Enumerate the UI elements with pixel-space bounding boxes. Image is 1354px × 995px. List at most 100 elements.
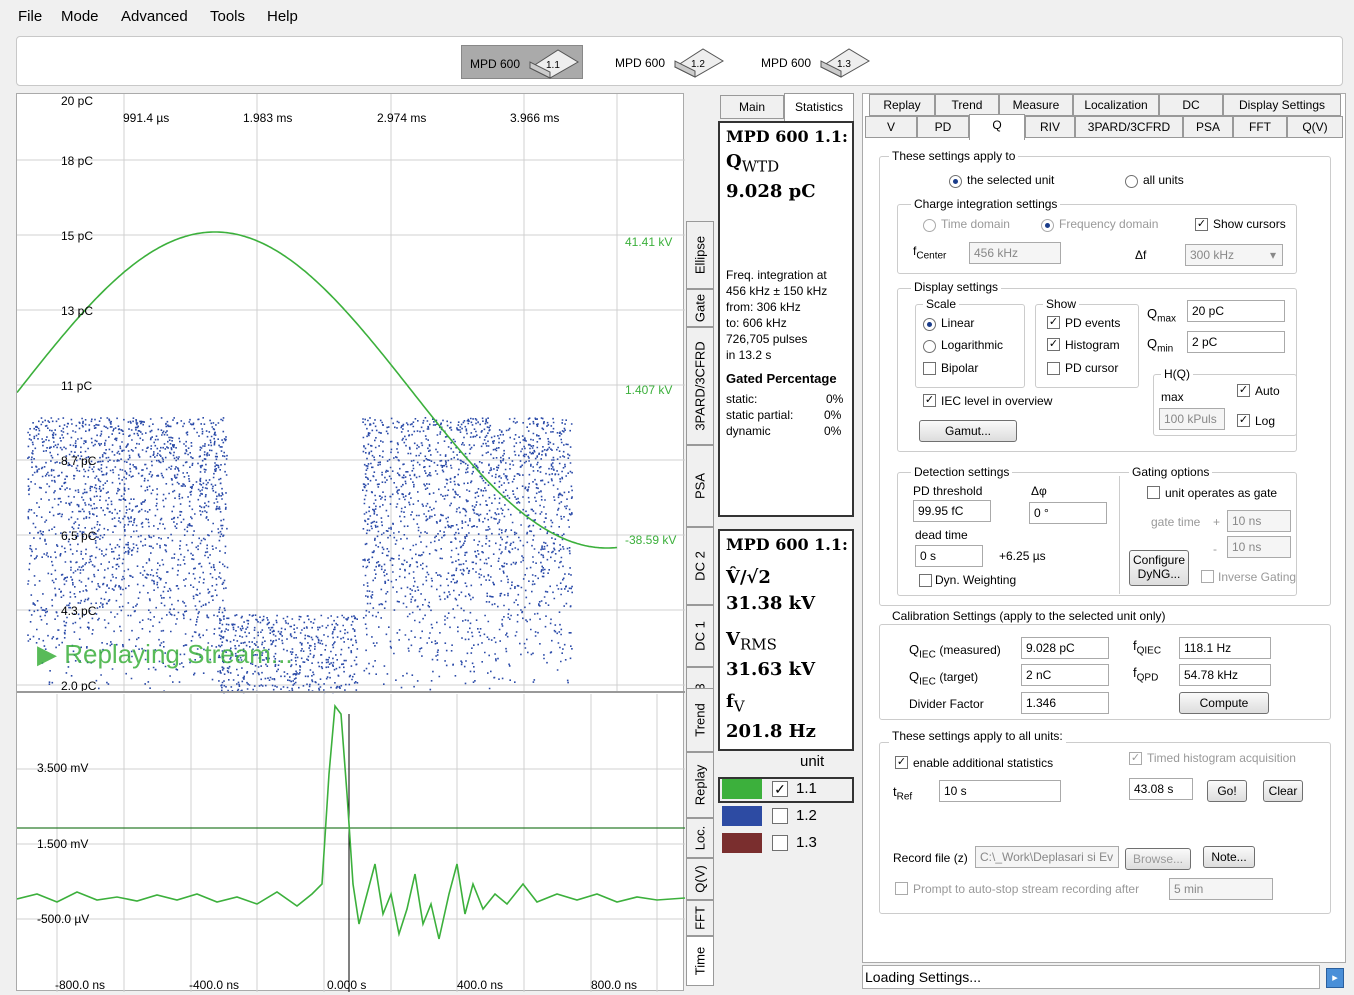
vrms-value: 31.63 kV [726, 659, 816, 680]
qiec-target-input[interactable]: 2 nC [1021, 664, 1109, 686]
delta-f-select[interactable]: 300 kHz ▾ [1185, 244, 1283, 266]
record-file-input[interactable]: C:\_Work\Deplasari si Ev [975, 846, 1119, 868]
browse-button[interactable]: Browse... [1125, 848, 1191, 870]
tab-display-settings[interactable]: Display Settings [1223, 94, 1341, 116]
tab-psa[interactable]: PSA [1183, 116, 1233, 138]
fcenter-input[interactable]: 456 kHz [969, 242, 1061, 264]
fq-iec-input[interactable]: 118.1 Hz [1179, 637, 1271, 659]
tab-measure[interactable]: Measure [999, 94, 1073, 116]
compute-button[interactable]: Compute [1179, 692, 1269, 714]
radio-time-domain[interactable] [923, 219, 936, 232]
pd-events-checkbox[interactable]: ✓ [1047, 316, 1060, 329]
configure-dyng-button[interactable]: Configure DyNG... [1129, 550, 1189, 586]
tab-main[interactable]: Main [720, 95, 784, 119]
histogram-checkbox[interactable]: ✓ [1047, 338, 1060, 351]
vtab-label: Q(V) [692, 865, 708, 893]
unit-button-1-3[interactable]: MPD 600 1.3 [753, 45, 875, 79]
vtab-replay[interactable]: Replay [686, 752, 714, 818]
menu-mode[interactable]: Mode [61, 8, 99, 25]
vtab-time[interactable]: Time [686, 936, 714, 986]
vtab-dc-1[interactable]: DC 1 [686, 605, 714, 667]
hq-log-checkbox[interactable]: ✓ [1237, 414, 1250, 427]
vtab-dc-2[interactable]: DC 2 [686, 527, 714, 605]
menu-help[interactable]: Help [267, 8, 298, 25]
unit-button-1-1[interactable]: MPD 600 1.1 [461, 45, 583, 79]
qiec-measured-input[interactable]: 9.028 pC [1021, 637, 1109, 659]
unit-visible-checkbox[interactable] [772, 808, 788, 824]
enable-stats-checkbox[interactable]: ✓ [895, 756, 908, 769]
clear-button[interactable]: Clear [1263, 780, 1303, 802]
time-tick-label: 1.983 ms [243, 111, 292, 125]
tab-q[interactable]: Q [969, 114, 1025, 140]
dyn-weighting-checkbox[interactable] [919, 574, 932, 587]
tab-v[interactable]: V [865, 116, 917, 138]
unit-gate-checkbox[interactable] [1147, 486, 1160, 499]
vtab-ellipse[interactable]: Ellipse [686, 221, 714, 289]
gated-percentage-title: Gated Percentage [726, 371, 837, 386]
tab-riv[interactable]: RIV [1025, 116, 1075, 138]
hq-label: H(Q) [1161, 367, 1193, 381]
gated-static-partial-label: static partial: [726, 408, 794, 422]
vtab-q-v-[interactable]: Q(V) [686, 858, 714, 900]
prompt-stop-input[interactable]: 5 min [1169, 878, 1273, 900]
qmax-input[interactable]: 20 pC [1187, 300, 1285, 322]
vtab-psa[interactable]: PSA [686, 445, 714, 527]
vtab-3pard-3cfrd[interactable]: 3PARD/3CFRD [686, 327, 714, 445]
voltage-tick-label: -38.59 kV [625, 533, 676, 547]
bipolar-checkbox[interactable] [923, 362, 936, 375]
iec-overview-checkbox[interactable]: ✓ [923, 394, 936, 407]
tab-trend[interactable]: Trend [935, 94, 999, 116]
note-button[interactable]: Note... [1203, 846, 1255, 868]
radio-selected-unit[interactable] [949, 175, 962, 188]
tab-replay[interactable]: Replay [869, 94, 935, 116]
fq-iec-label: fQIEC [1133, 638, 1162, 657]
gated-dynamic-value: 0% [824, 424, 842, 438]
radio-frequency-domain[interactable] [1041, 219, 1054, 232]
menu-advanced[interactable]: Advanced [121, 8, 188, 25]
tab-localization[interactable]: Localization [1073, 94, 1159, 116]
show-cursors-checkbox[interactable]: ✓ [1195, 218, 1208, 231]
hq-auto-checkbox[interactable]: ✓ [1237, 384, 1250, 397]
radio-linear[interactable] [923, 318, 936, 331]
expand-arrow-icon[interactable]: ▸ [1326, 968, 1344, 988]
tab-3pard-3cfrd[interactable]: 3PARD/3CFRD [1075, 116, 1183, 138]
tab-pd[interactable]: PD [917, 116, 969, 138]
tab-fft[interactable]: FFT [1233, 116, 1287, 138]
vpeak-value: 31.38 kV [726, 593, 816, 614]
plot-area[interactable]: 991.4 µs 1.983 ms 2.974 ms 3.966 ms 20 pC 18 … [16, 93, 686, 992]
vtab-loc-[interactable]: Loc. [686, 818, 714, 858]
prompt-stop-checkbox[interactable] [895, 882, 908, 895]
plot-canvas[interactable]: 991.4 µs 1.983 ms 2.974 ms 3.966 ms 20 pC 18 … [16, 94, 686, 992]
delta-phi-input[interactable]: 0 ° [1029, 502, 1107, 524]
unit-button-1-2[interactable]: MPD 600 1.2 [607, 45, 729, 79]
unit-visible-checkbox[interactable] [772, 835, 788, 851]
go-button[interactable]: Go! [1207, 780, 1247, 802]
unit-visible-checkbox[interactable]: ✓ [772, 781, 788, 797]
divider-factor-input[interactable]: 1.346 [1021, 692, 1109, 714]
gate-time-plus-input[interactable]: 10 ns [1227, 510, 1291, 532]
tref-input[interactable]: 10 s [939, 780, 1061, 802]
unit-color-swatch [722, 779, 762, 799]
pd-cursor-checkbox[interactable] [1047, 362, 1060, 375]
tab-statistics[interactable]: Statistics [784, 93, 854, 121]
pd-threshold-input[interactable]: 99.95 fC [913, 500, 991, 522]
menu-file[interactable]: File [18, 8, 43, 25]
tab-q-v-[interactable]: Q(V) [1287, 116, 1343, 138]
tab-dc[interactable]: DC [1159, 94, 1223, 116]
vtab-trend[interactable]: Trend [686, 688, 714, 752]
qmin-input[interactable]: 2 pC [1187, 331, 1285, 353]
gamut-button[interactable]: Gamut... [919, 420, 1017, 442]
dead-time-input[interactable]: 0 s [915, 545, 983, 567]
menu-tools[interactable]: Tools [210, 8, 246, 25]
fq-pd-input[interactable]: 54.78 kHz [1179, 664, 1271, 686]
vtab-label: Gate [692, 293, 708, 323]
radio-logarithmic[interactable] [923, 340, 936, 353]
timed-hist-checkbox[interactable]: ✓ [1129, 752, 1142, 765]
inverse-gating-checkbox[interactable] [1201, 570, 1214, 583]
vtab-fft[interactable]: FFT [686, 900, 714, 936]
vtab-gate[interactable]: Gate [686, 289, 714, 327]
gate-time-minus-input[interactable]: 10 ns [1227, 536, 1291, 558]
gate-plus-sign: + [1213, 515, 1221, 529]
hq-max-input[interactable]: 100 kPuls [1159, 408, 1225, 430]
radio-all-units[interactable] [1125, 175, 1138, 188]
